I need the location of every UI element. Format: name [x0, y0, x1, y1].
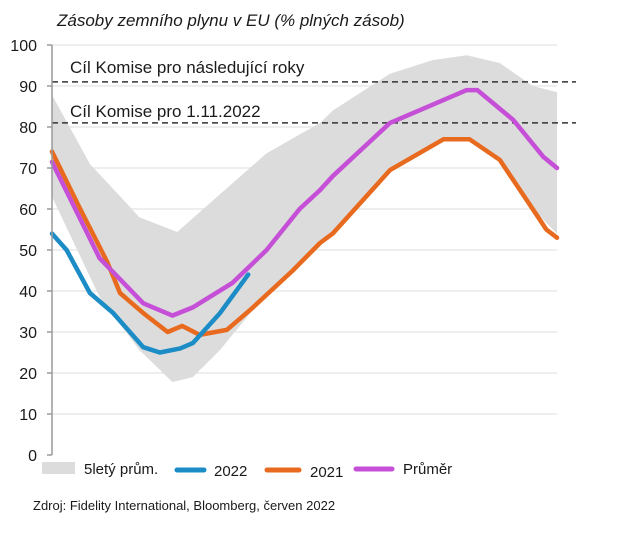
five-year-range-band: [52, 55, 557, 383]
source-note: Zdroj: Fidelity International, Bloomberg…: [33, 498, 335, 513]
y-tick-label: 80: [19, 120, 37, 137]
series-line-avg: [49, 87, 560, 318]
series-line-2022: [49, 231, 251, 355]
series-line-2021: [49, 137, 560, 338]
y-tick-label: 40: [19, 284, 37, 301]
y-tick-label: 70: [19, 161, 37, 178]
annotation-2022-target: Cíl Komise pro 1.11.2022: [70, 102, 261, 121]
y-tick-label: 10: [19, 407, 37, 424]
y-tick-label: 0: [28, 448, 37, 465]
legend-label-avg: Průměr: [403, 461, 452, 478]
y-tick-label: 30: [19, 325, 37, 342]
annotation-next-years: Cíl Komise pro následující roky: [70, 58, 305, 77]
chart-title: Zásoby zemního plynu v EU (% plných záso…: [56, 11, 405, 30]
y-tick-label: 100: [10, 38, 37, 55]
y-tick-label: 50: [19, 243, 37, 260]
legend-swatch-band: [42, 462, 75, 474]
y-tick-label: 60: [19, 202, 37, 219]
legend-label-band: 5letý prům.: [84, 461, 158, 478]
legend-label-2021: 2021: [310, 464, 343, 481]
legend-label-2022: 2022: [214, 463, 247, 480]
legend: 5letý prům. 2022 2021 Průměr: [42, 461, 452, 481]
y-tick-label: 20: [19, 366, 37, 383]
y-tick-label: 90: [19, 79, 37, 96]
